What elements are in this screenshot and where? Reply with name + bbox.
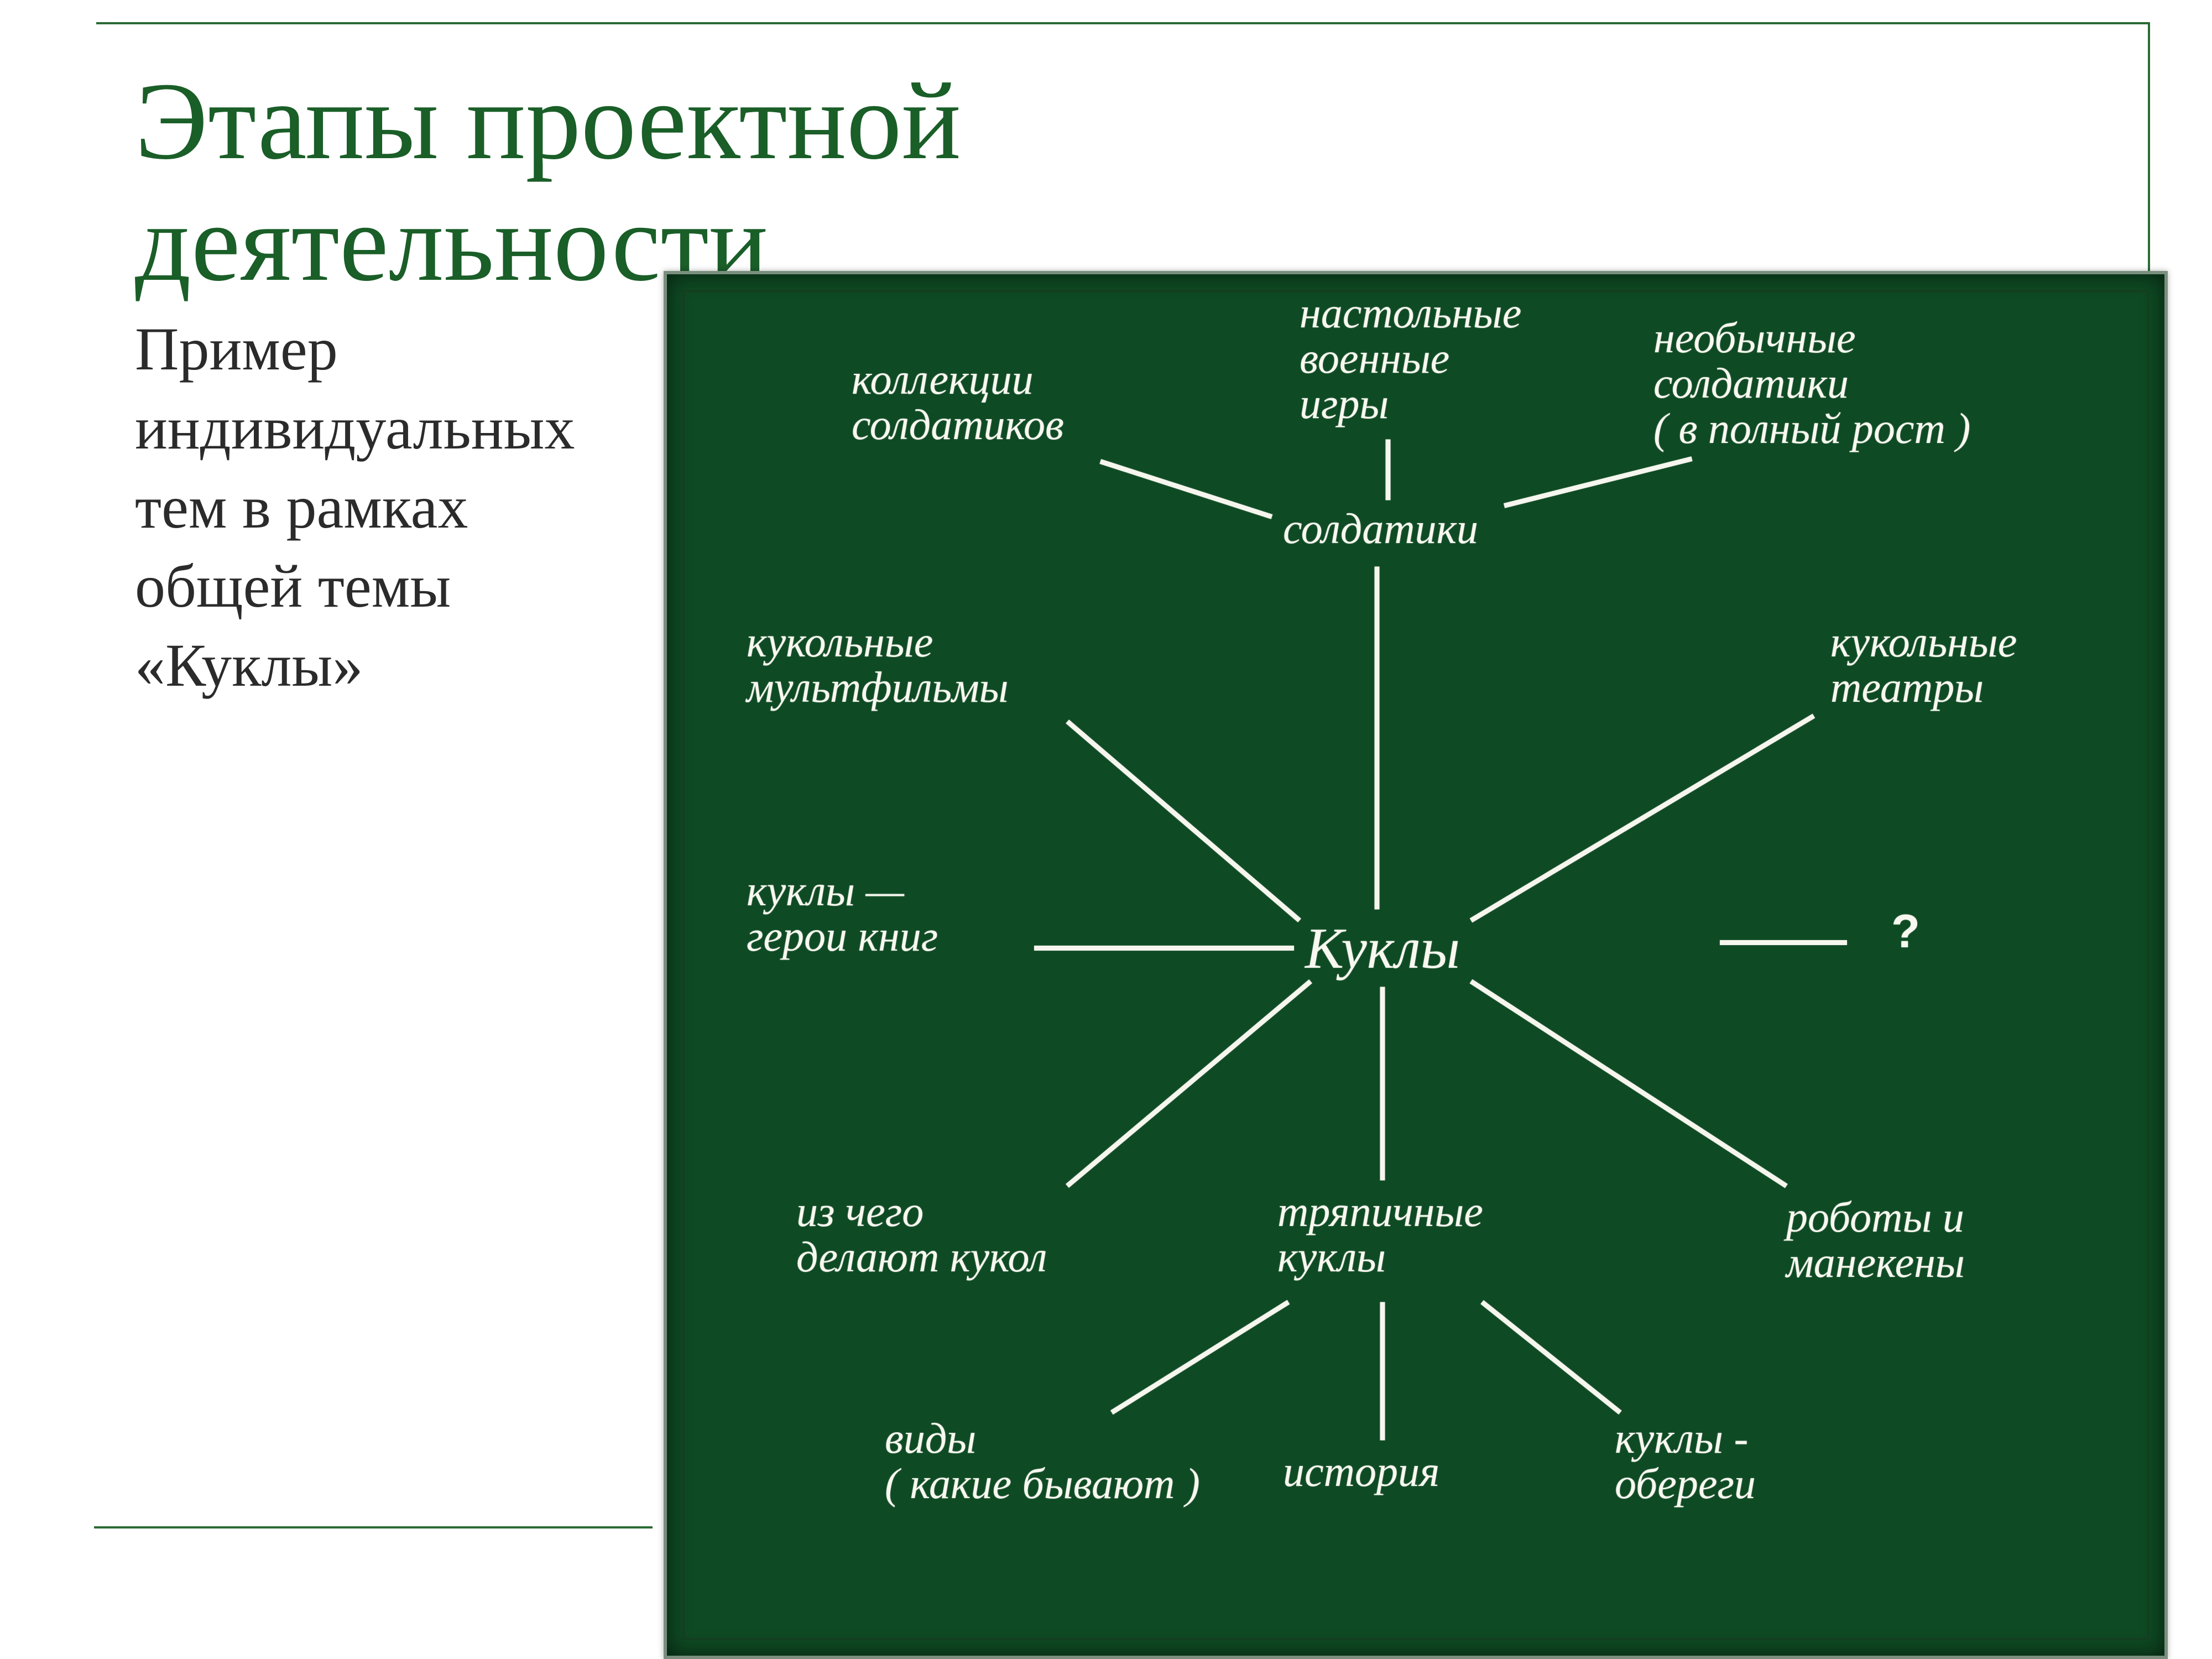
diagram-edge xyxy=(1480,1300,1622,1415)
diagram-edge xyxy=(1720,940,1847,945)
diagram-node-center: Куклы xyxy=(1305,918,1460,979)
diagram-edge xyxy=(1034,946,1294,951)
diagram-node-teatry: кукольные театры xyxy=(1830,619,2017,710)
diagram-layer: Куклы солдатики коллекции солдатиков настол… xyxy=(0,0,2212,1659)
diagram-node-geroi: куклы — герои книг xyxy=(747,868,938,959)
diagram-node-izchego: из чего делают кукол xyxy=(796,1189,1047,1280)
diagram-edge xyxy=(1375,567,1380,910)
diagram-edge xyxy=(1100,459,1273,519)
diagram-node-multfilmy: кукольные мультфильмы xyxy=(747,619,1009,710)
diagram-edge xyxy=(1380,987,1385,1181)
diagram-edge xyxy=(1504,456,1693,508)
diagram-node-soldatiki: солдатики xyxy=(1283,506,1478,551)
diagram-edge xyxy=(1470,979,1788,1188)
diagram-edge xyxy=(1386,440,1391,500)
diagram-node-neobychnye: необычные солдатики ( в полный рост ) xyxy=(1653,315,1970,451)
diagram-node-istoriya: история xyxy=(1283,1449,1439,1494)
diagram-node-oberegi: куклы - обереги xyxy=(1615,1416,1756,1506)
diagram-edge xyxy=(1110,1300,1290,1415)
diagram-node-tryapichnye: тряпичные куклы xyxy=(1277,1189,1483,1280)
diagram-edge xyxy=(1066,719,1301,922)
diagram-node-kollektsii: коллекции солдатиков xyxy=(852,357,1064,447)
diagram-node-question: ? xyxy=(1891,907,1920,956)
slide: Этапы проектной деятельности Пример инди… xyxy=(0,0,2212,1659)
diagram-edge xyxy=(1470,714,1815,923)
diagram-node-vidy: виды ( какие бывают ) xyxy=(885,1416,1200,1506)
diagram-node-nastolnye: настольные военные игры xyxy=(1300,290,1521,426)
diagram-node-roboty: роботы и манекены xyxy=(1786,1194,1965,1285)
diagram-edge xyxy=(1066,979,1312,1188)
diagram-edge xyxy=(1380,1302,1385,1441)
